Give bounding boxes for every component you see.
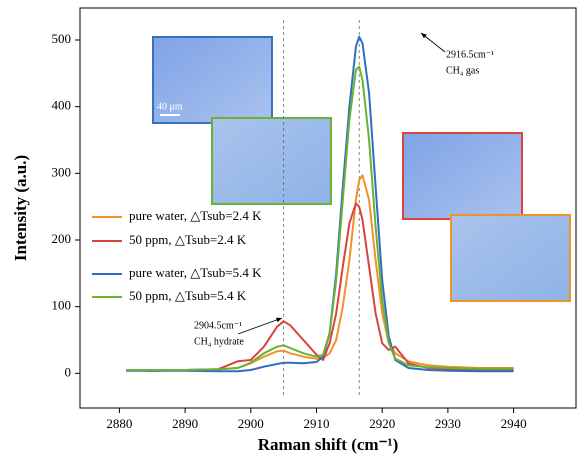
data-line <box>126 65 514 371</box>
y-axis-title: Intensity (a.u.) <box>11 155 30 261</box>
inset-image <box>402 132 523 220</box>
annotation: 2916.5cm⁻¹ <box>446 49 494 60</box>
scale-bar-label: 40 μm <box>157 101 183 112</box>
y-tick-label: 400 <box>52 98 72 113</box>
legend-label: 50 ppm, △Tsub=5.4 K <box>129 288 247 303</box>
x-tick-label: 2900 <box>238 416 264 431</box>
inset-image <box>211 117 332 205</box>
y-tick-label: 300 <box>52 164 72 179</box>
x-tick-label: 2930 <box>435 416 461 431</box>
x-axis-title: Raman shift (cm⁻¹) <box>258 435 399 454</box>
arrow-head <box>276 317 282 323</box>
inset-image <box>450 214 571 302</box>
y-tick-label: 100 <box>52 298 72 313</box>
x-tick-label: 2940 <box>501 416 527 431</box>
annotation: CH₄ hydrate <box>194 336 244 347</box>
y-tick-label: 200 <box>52 231 72 246</box>
annotation: 2904.5cm⁻¹ <box>194 320 242 331</box>
axes-frame <box>79 7 577 409</box>
inset-image <box>152 36 273 124</box>
x-tick-label: 2910 <box>304 416 330 431</box>
x-tick-label: 2920 <box>369 416 395 431</box>
x-tick-label: 2880 <box>106 416 132 431</box>
data-line <box>125 202 514 372</box>
legend-label: pure water, △Tsub=5.4 K <box>129 265 262 280</box>
legend-label: pure water, △Tsub=2.4 K <box>129 208 262 223</box>
annotation-arrow <box>237 317 283 335</box>
y-tick-label: 500 <box>52 31 72 46</box>
arrow-head <box>421 33 427 39</box>
legend-label: 50 ppm, △Tsub=2.4 K <box>129 232 247 247</box>
y-tick-label: 0 <box>65 364 72 379</box>
annotation: CH₄ gas <box>446 65 479 76</box>
x-tick-label: 2890 <box>172 416 198 431</box>
